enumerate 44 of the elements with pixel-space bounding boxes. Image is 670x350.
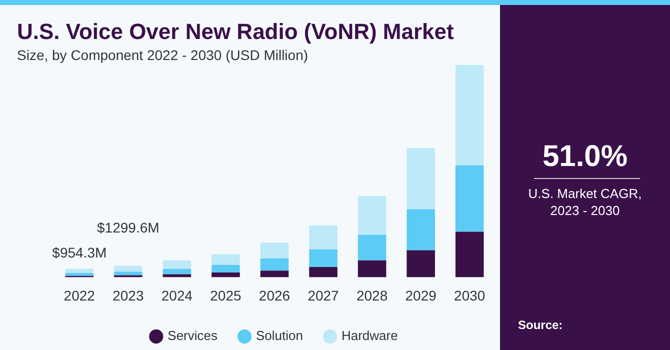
bar [406,209,435,250]
x-tick-label: 2030 [454,287,486,304]
bar [455,232,484,278]
x-tick-label: 2022 [64,287,96,304]
annotation: $954.3M [52,244,107,261]
bar [309,225,338,250]
x-tick-label: 2027 [308,287,340,304]
bar [114,266,142,272]
chart-subtitle: Size, by Component 2022 - 2030 (USD Million) [17,47,308,63]
bar [162,260,192,269]
bar [358,234,386,260]
bar [309,249,338,268]
text: 51.0% [541,140,629,174]
bar [65,272,94,276]
legend-label: Services [168,328,218,344]
legend-label: Hardware [341,328,398,344]
source-note: Source: [518,318,563,332]
annotation: $1299.6M [97,220,160,236]
bar [455,165,484,232]
bar [260,258,289,271]
bar [406,148,435,210]
bar [212,254,240,265]
bar [162,268,192,274]
x-tick-label: 2028 [356,287,388,304]
x-tick-label: 2023 [112,287,144,304]
bar [260,270,289,278]
bar [309,267,338,278]
bar [260,242,289,258]
bar [406,250,435,278]
legend-label: Solution [256,328,303,344]
x-tick-label: 2029 [405,287,437,304]
x-tick-label: 2025 [210,287,242,304]
bar [358,196,386,235]
bar [358,260,386,278]
x-tick-label: 2024 [161,287,193,304]
bar [114,272,142,276]
text: U.S. Market CAGR, 2023 - 2030 [527,185,643,219]
bar [162,274,192,278]
bar [212,264,240,273]
chart-title: U.S. Voice Over New Radio (VoNR) Market [17,19,454,45]
bar [65,268,94,273]
bar [212,272,240,278]
x-tick-label: 2026 [258,287,290,304]
bar [455,65,484,166]
